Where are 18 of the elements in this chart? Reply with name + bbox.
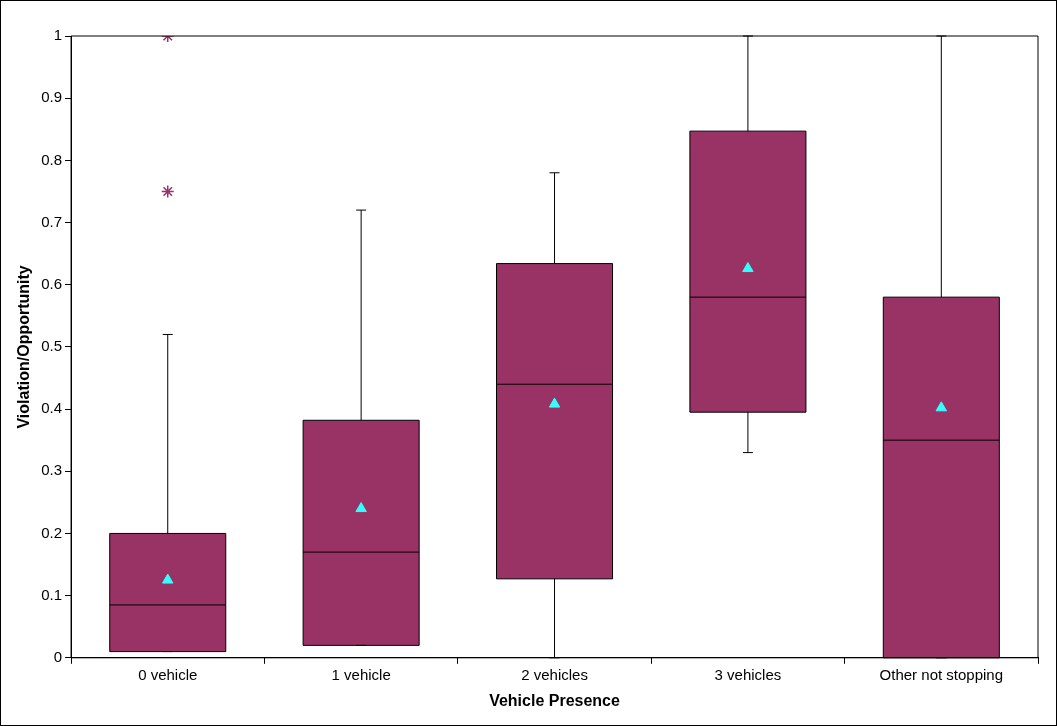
x-tick-label: Other not stopping: [879, 665, 1004, 683]
y-axis-title: Violation/Opportunity: [15, 265, 33, 429]
x-tick-label: 2 vehicles: [521, 665, 588, 683]
y-tick-label: 0.4: [41, 399, 63, 417]
y-tick-label: 1: [53, 26, 63, 44]
x-tick-label: 3 vehicles: [714, 665, 782, 683]
y-tick-label: 0.9: [41, 88, 63, 106]
x-axis-title: Vehicle Presence: [489, 691, 620, 709]
x-tick-label: 0 vehicle: [138, 665, 198, 683]
y-tick-label: 0.1: [41, 585, 63, 603]
y-tick-label: 0.3: [41, 461, 63, 479]
y-tick-label: 0.2: [41, 523, 63, 541]
x-tick-label: 1 vehicle: [331, 665, 391, 683]
y-tick-label: 0.5: [41, 337, 63, 355]
y-tick-label: 0.6: [41, 274, 63, 292]
y-tick-label: 0: [53, 647, 63, 665]
y-tick-label: 0.7: [41, 212, 63, 230]
y-tick-label: 0.8: [41, 150, 63, 168]
